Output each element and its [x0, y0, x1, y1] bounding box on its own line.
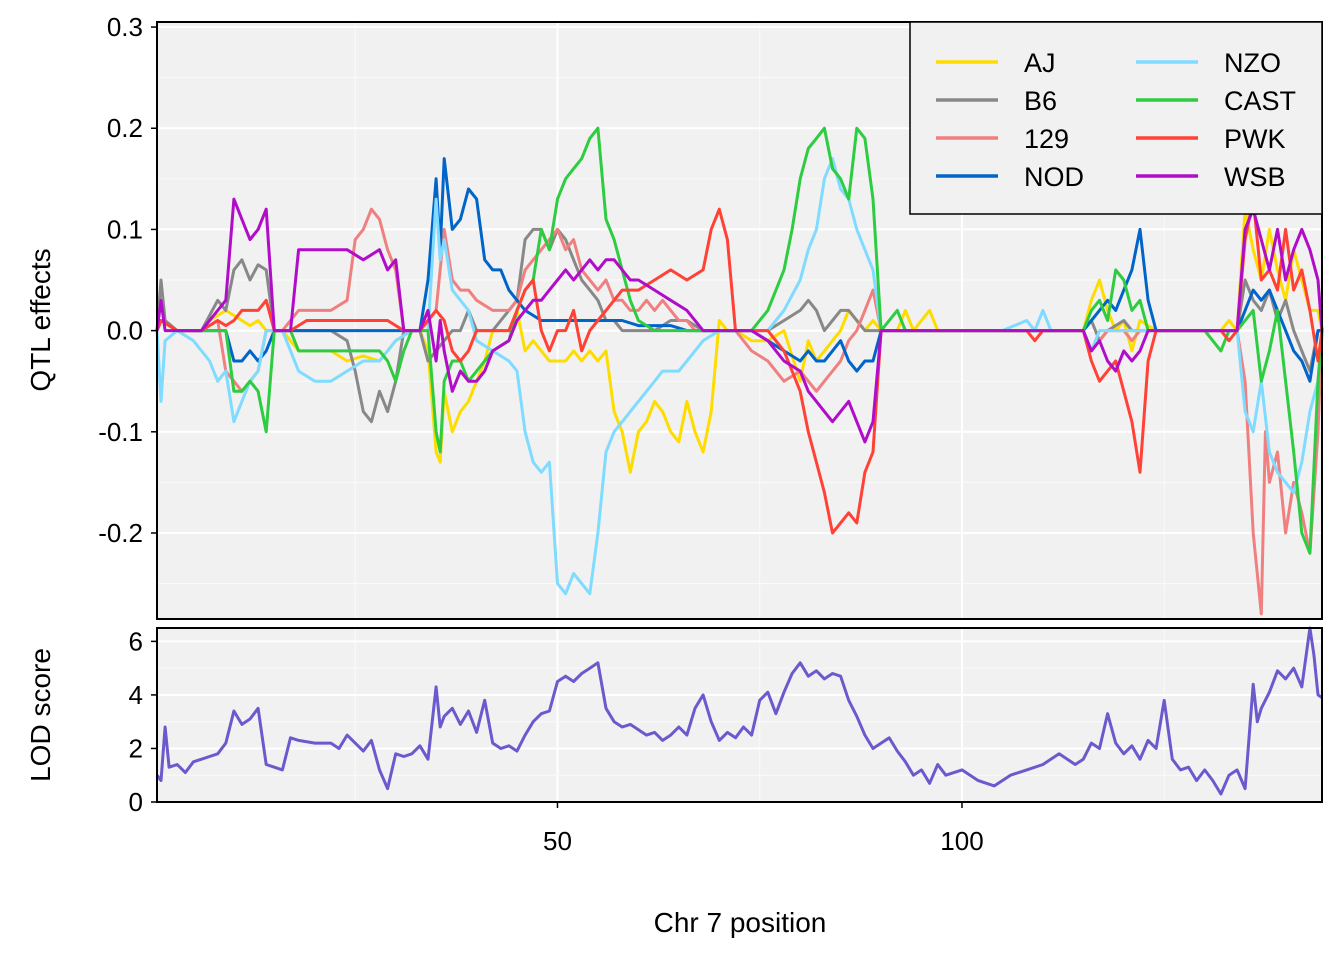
legend-label-129: 129	[1024, 124, 1069, 154]
x-axis-label: Chr 7 position	[654, 907, 827, 938]
lod-panel: 0 2 4 6 50 100 LOD score Chr 7 position	[25, 626, 1323, 938]
effects-y-tick-label: 0.0	[107, 316, 143, 346]
legend-label-wsb: WSB	[1224, 162, 1286, 192]
lod-y-tick-label: 0	[129, 787, 143, 817]
legend-label-cast: CAST	[1224, 86, 1296, 116]
lod-panel-frame	[156, 627, 1323, 803]
effects-y-axis-label: QTL effects	[25, 248, 56, 391]
legend: AJ B6 129 NOD NZO CAST PWK WSB	[909, 21, 1323, 215]
series-line-nzo	[155, 157, 1324, 596]
lod-y-tick-label: 4	[129, 680, 143, 710]
legend-label-b6: B6	[1024, 86, 1057, 116]
legend-label-aj: AJ	[1024, 48, 1056, 78]
effects-y-tick-label: -0.1	[98, 417, 143, 447]
x-tick-label: 100	[940, 826, 983, 856]
lod-y-ticks: 0 2 4 6	[129, 626, 157, 817]
effects-y-tick-label: 0.3	[107, 12, 143, 42]
lod-y-tick-label: 6	[129, 626, 143, 656]
lod-x-ticks: 50 100	[543, 802, 984, 856]
legend-items: AJ B6 129 NOD NZO CAST PWK WSB	[936, 48, 1296, 192]
effects-y-tick-label: -0.2	[98, 518, 143, 548]
series-line-129	[155, 207, 1324, 616]
legend-label-pwk: PWK	[1224, 124, 1286, 154]
lod-series-group	[155, 626, 1323, 796]
effects-y-ticks: 0.3 0.2 0.1 0.0 -0.1 -0.2	[98, 12, 157, 548]
legend-box	[909, 21, 1323, 215]
lod-series-line	[155, 626, 1323, 796]
lod-y-tick-label: 2	[129, 733, 143, 763]
series-line-wsb	[155, 197, 1324, 444]
legend-label-nod: NOD	[1024, 162, 1084, 192]
effects-panel-frame	[156, 21, 1323, 620]
lod-panel-background	[157, 628, 1322, 802]
lod-y-axis-label: LOD score	[25, 648, 56, 782]
effects-series-group	[155, 126, 1324, 616]
legend-label-nzo: NZO	[1224, 48, 1281, 78]
effects-y-tick-label: 0.1	[107, 214, 143, 244]
effects-y-tick-label: 0.2	[107, 113, 143, 143]
x-tick-label: 50	[543, 826, 572, 856]
